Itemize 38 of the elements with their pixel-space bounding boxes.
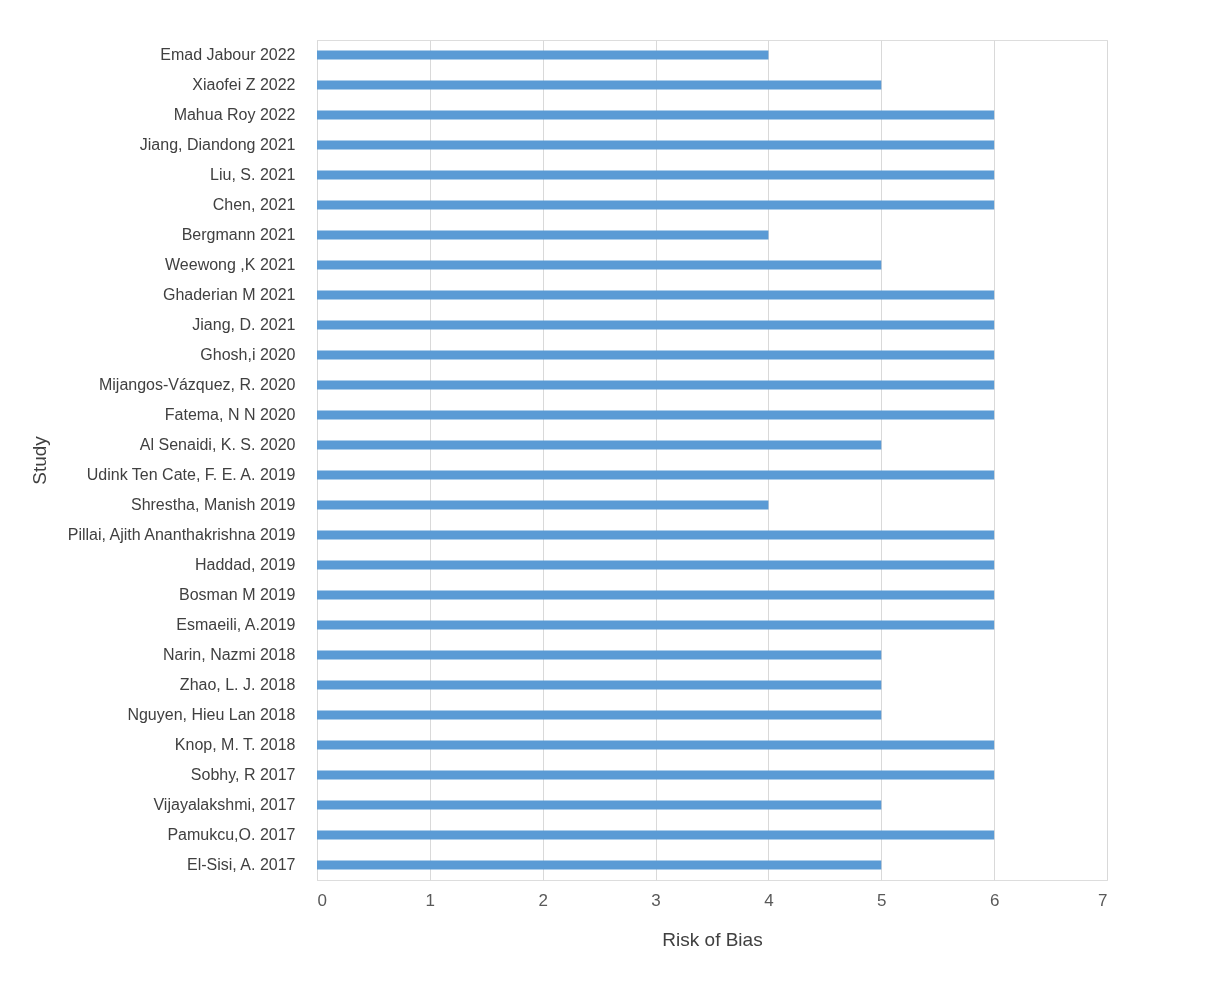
y-tick-label: Knop, M. T. 2018 [174,736,296,753]
x-tick-label: 2 [538,890,548,910]
y-tick-label: Narin, Nazmi 2018 [163,646,296,663]
y-tick-label: Jiang, D. 2021 [192,316,296,333]
y-tick-label: Shrestha, Manish 2019 [130,496,296,513]
y-tick-label: Pillai, Ajith Ananthakrishna 2019 [67,526,296,543]
x-tick-label: 1 [425,890,436,910]
y-tick-label: Zhao, L. J. 2018 [179,676,296,693]
y-tick-label: Ghosh,i 2020 [200,346,296,363]
y-tick-label: El-Sisi, A. 2017 [187,856,296,873]
y-tick-label: Jiang, Diandong 2021 [139,136,296,153]
y-tick-label: Al Senaidi, K. S. 2020 [139,436,296,453]
y-axis-title: Study [28,435,50,485]
x-tick-label: 0 [317,890,327,910]
x-tick-label: 7 [1098,890,1108,910]
y-tick-label: Vijayalakshmi, 2017 [153,796,296,813]
y-tick-label: Haddad, 2019 [194,556,296,573]
y-tick-label: Mahua Roy 2022 [173,106,296,123]
y-tick-label: Chen, 2021 [212,196,296,213]
y-tick-label: Pamukcu,O. 2017 [167,826,296,843]
y-tick-label: Emad Jabour 2022 [160,46,296,63]
y-tick-label: Xiaofei Z 2022 [192,76,296,93]
y-tick-label: Nguyen, Hieu Lan 2018 [127,706,296,723]
y-tick-label: Weewong ,K 2021 [165,256,296,273]
y-tick-label: Fatema, N N 2020 [164,406,296,423]
y-tick-label: Udink Ten Cate, F. E. A. 2019 [86,466,296,483]
x-tick-label: 3 [651,890,661,910]
x-tick-label: 6 [989,890,1000,910]
x-tick-label: 5 [877,890,887,910]
y-tick-label: Bosman M 2019 [178,586,296,603]
x-axis-title: Risk of Bias [662,928,763,950]
y-tick-label: Ghaderian M 2021 [162,286,296,303]
y-tick-label: Mijangos-Vázquez, R. 2020 [98,376,296,393]
x-tick-label: 4 [764,890,774,910]
y-tick-label: Bergmann 2021 [181,226,296,243]
y-tick-label: Liu, S. 2021 [210,166,296,183]
y-tick-label: Esmaeili, A.2019 [176,616,296,633]
y-tick-label: Sobhy, R 2017 [190,766,296,783]
